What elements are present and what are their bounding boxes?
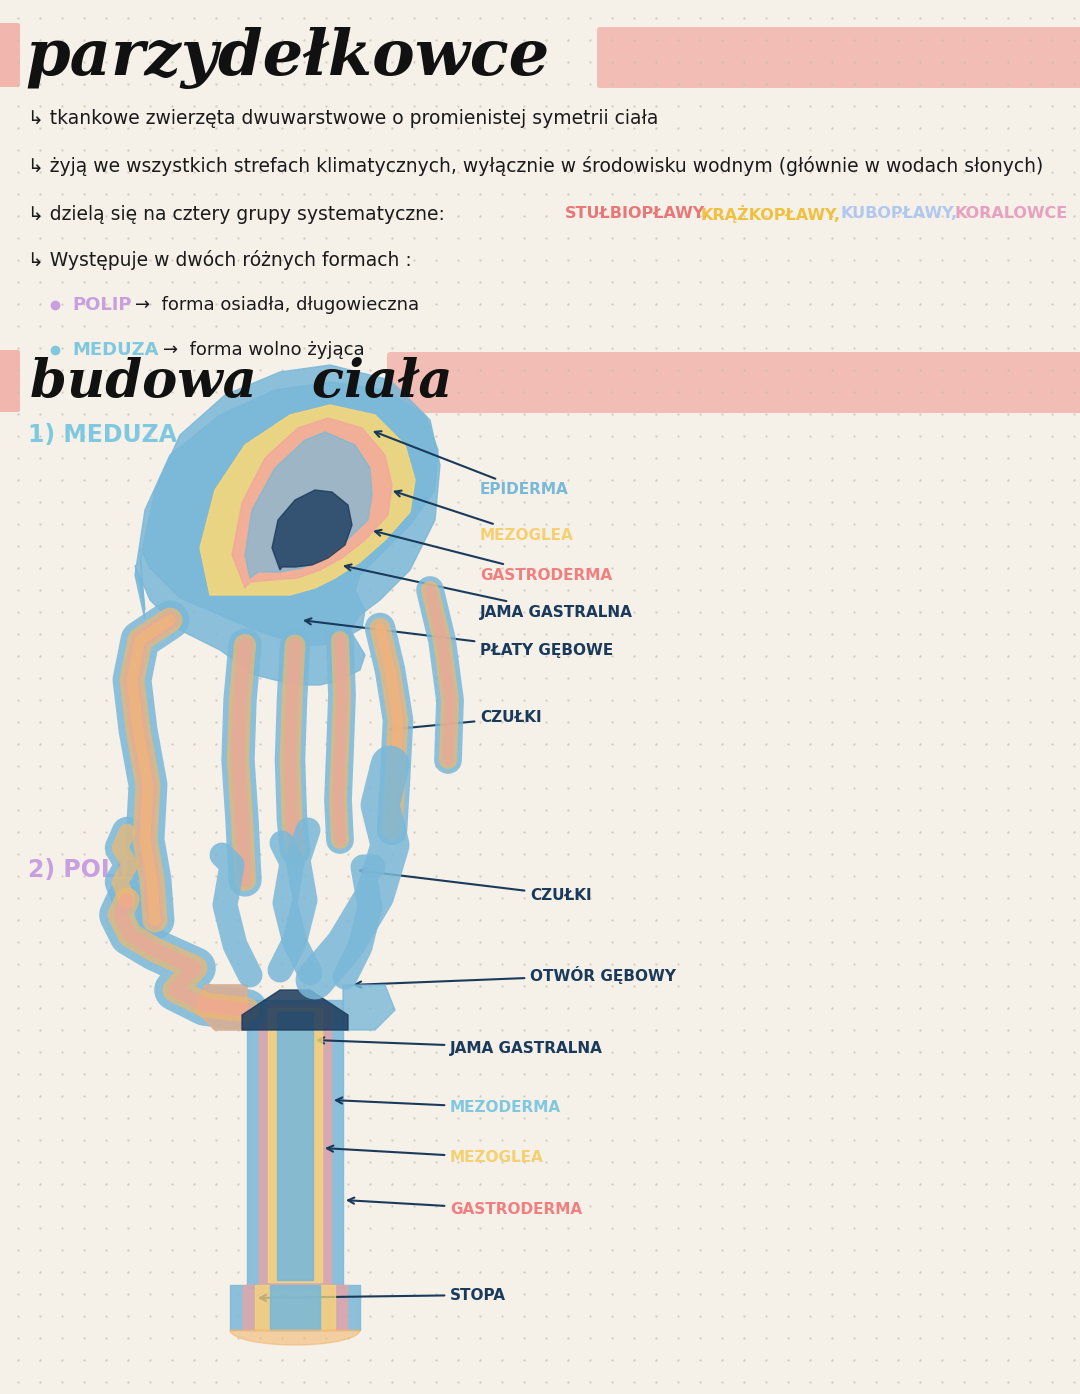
Text: PŁATY GĘBOWE: PŁATY GĘBOWE (305, 619, 613, 658)
Polygon shape (276, 1012, 313, 1280)
Text: EPIDERMA: EPIDERMA (375, 431, 569, 498)
Polygon shape (259, 1005, 330, 1285)
Polygon shape (255, 1285, 335, 1330)
Text: ↳ tkankowe zwierzęta dwuwarstwowe o promienistej symetrii ciała: ↳ tkankowe zwierzęta dwuwarstwowe o prom… (28, 109, 659, 127)
Text: GASTRODERMA: GASTRODERMA (375, 530, 612, 583)
Text: →  forma wolno żyjąca: → forma wolno żyjąca (163, 342, 365, 360)
Text: POLIP: POLIP (72, 296, 132, 314)
Text: JAMA GASTRALNA: JAMA GASTRALNA (319, 1037, 603, 1055)
Polygon shape (135, 365, 440, 684)
Polygon shape (247, 999, 343, 1288)
Text: OTWÓR GĘBOWY: OTWÓR GĘBOWY (355, 966, 676, 987)
Text: 1) MEDUZA: 1) MEDUZA (28, 422, 177, 447)
Text: CZUŁKI: CZUŁKI (390, 711, 542, 732)
Polygon shape (245, 432, 372, 579)
Polygon shape (230, 1330, 360, 1345)
Polygon shape (135, 382, 438, 645)
FancyBboxPatch shape (0, 350, 21, 413)
FancyBboxPatch shape (597, 26, 1080, 88)
Text: MEZOGLEA: MEZOGLEA (395, 491, 573, 542)
Text: →  forma osiadła, długowieczna: → forma osiadła, długowieczna (135, 296, 419, 314)
Text: budowa   ciała: budowa ciała (30, 357, 453, 407)
Text: STUŁBIOPŁAWY,: STUŁBIOPŁAWY, (565, 206, 708, 222)
Polygon shape (232, 418, 392, 588)
Text: ↳ Występuje w dwóch różnych formach :: ↳ Występuje w dwóch różnych formach : (28, 250, 411, 270)
FancyBboxPatch shape (0, 22, 21, 86)
Text: KRĄŻKOPŁAWY,: KRĄŻKOPŁAWY, (700, 205, 840, 223)
Text: MEZOGLEA: MEZOGLEA (327, 1146, 543, 1165)
Polygon shape (195, 986, 247, 1030)
Text: KUBOPŁAWY,: KUBOPŁAWY, (840, 206, 957, 222)
Text: GASTRODERMA: GASTRODERMA (348, 1197, 582, 1217)
Polygon shape (272, 491, 352, 570)
Text: MEZODERMA: MEZODERMA (336, 1097, 562, 1115)
Polygon shape (242, 990, 348, 1030)
Text: CZUŁKI: CZUŁKI (360, 868, 592, 902)
FancyBboxPatch shape (387, 353, 1080, 413)
Polygon shape (270, 1285, 320, 1330)
Text: JAMA GASTRALNA: JAMA GASTRALNA (345, 565, 633, 619)
Polygon shape (243, 1285, 347, 1330)
Text: ↳ żyją we wszystkich strefach klimatycznych, wyłącznie w środowisku wodnym (głów: ↳ żyją we wszystkich strefach klimatyczn… (28, 156, 1043, 176)
Polygon shape (230, 1285, 360, 1330)
Polygon shape (200, 406, 415, 595)
Polygon shape (195, 986, 247, 1030)
Text: parzydełkowce: parzydełkowce (25, 26, 550, 89)
Text: KORALOWCE: KORALOWCE (955, 206, 1068, 222)
Text: ↳ dzielą się na cztery grupy systematyczne:: ↳ dzielą się na cztery grupy systematycz… (28, 205, 445, 223)
Polygon shape (343, 986, 395, 1030)
Text: STOPA: STOPA (260, 1288, 507, 1302)
Polygon shape (195, 986, 247, 1030)
Polygon shape (268, 1008, 322, 1282)
Text: MEDUZA: MEDUZA (72, 342, 159, 360)
Text: 2) POLIP: 2) POLIP (28, 857, 141, 882)
